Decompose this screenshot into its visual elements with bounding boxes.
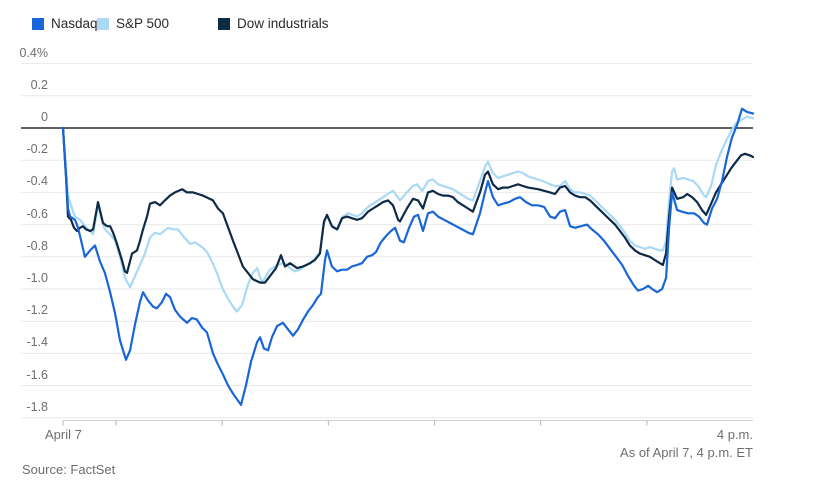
y-axis-label: -1.6 <box>26 367 48 382</box>
sp500-swatch-icon <box>97 17 109 30</box>
y-axis-label: 0.4% <box>19 45 49 60</box>
y-axis-label: -0.8 <box>26 238 48 253</box>
series-line-s-p-500 <box>61 115 755 313</box>
legend-item-sp500: S&P 500 <box>97 16 169 31</box>
as-of-note: As of April 7, 4 p.m. ET <box>620 445 753 460</box>
source-note: Source: FactSet <box>22 462 116 477</box>
x-axis-start-label: April 7 <box>45 427 82 442</box>
y-axis-label: -0.2 <box>26 142 48 157</box>
nasdaq-swatch-icon <box>32 17 44 30</box>
y-axis-label: 0.2 <box>30 77 48 92</box>
y-axis-label: -1.2 <box>26 303 48 318</box>
legend-label-dow: Dow industrials <box>237 16 329 31</box>
legend-label-sp500: S&P 500 <box>116 16 170 31</box>
y-axis-label: -1.0 <box>26 271 48 285</box>
y-axis-label: 0 <box>41 110 48 124</box>
legend-item-nasdaq: Nasdaq <box>32 16 98 31</box>
y-axis-label: -0.6 <box>26 206 48 221</box>
y-axis-label: -1.8 <box>26 399 48 414</box>
legend-label-nasdaq: Nasdaq <box>51 16 98 31</box>
series-line-nasdaq <box>61 107 755 406</box>
series-line-dow-industrials <box>61 126 755 284</box>
x-axis-end-label: 4 p.m. <box>716 427 753 442</box>
y-axis-label: -0.4 <box>26 174 48 189</box>
dow-swatch-icon <box>218 17 230 30</box>
y-axis-label: -1.4 <box>26 335 48 350</box>
legend-item-dow: Dow industrials <box>218 16 329 31</box>
